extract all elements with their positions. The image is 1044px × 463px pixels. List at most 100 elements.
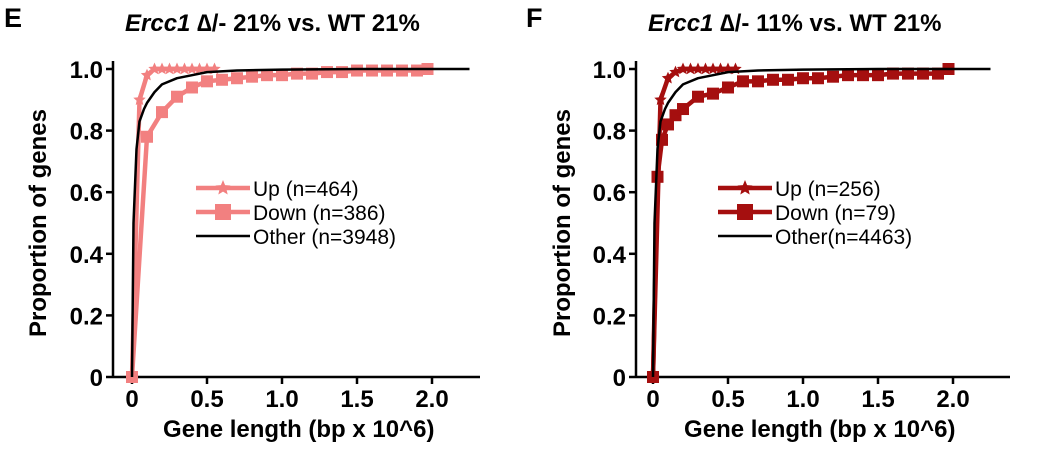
x-tick-label: 0.5 — [711, 386, 744, 413]
legend-label: Other(n=4463) — [775, 226, 912, 249]
title-comparison: ∆/- 11% vs. WT 21% — [713, 10, 941, 37]
y-tick-label: 0.4 — [593, 242, 627, 269]
data-point-square — [246, 70, 258, 83]
chart-panel-f: F Ercc1 ∆/- 11% vs. WT 21% 0 0.2 0.4 0.6 0.8 1.… — [526, 3, 1010, 443]
data-point-square — [321, 66, 333, 79]
data-point-square — [752, 75, 764, 88]
data-point-square — [707, 87, 719, 100]
data-point-star — [714, 62, 727, 75]
data-point-square — [186, 81, 198, 94]
x-tick-label: 1.5 — [340, 386, 373, 413]
data-point-square — [381, 64, 393, 77]
legend-square-icon — [215, 204, 231, 220]
data-point-square — [396, 64, 408, 77]
data-point-star — [170, 62, 184, 75]
data-point-star — [684, 62, 697, 75]
data-point-square — [366, 64, 378, 77]
series-star-0 — [646, 62, 742, 383]
x-axis-label: Gene length (bp x 10^6) — [163, 416, 434, 443]
data-point-square — [201, 75, 213, 88]
data-point-square — [662, 118, 674, 131]
panel-letter: F — [526, 3, 543, 33]
data-point-square — [917, 67, 929, 80]
data-point-star — [163, 62, 176, 75]
data-point-square — [261, 69, 273, 82]
panel-letter: E — [4, 3, 22, 33]
series-none-2 — [651, 67, 991, 378]
y-tick-label: 0.2 — [70, 303, 103, 330]
legend-star-icon — [215, 180, 231, 195]
y-axis-label: Proportion of genes — [549, 109, 576, 337]
data-point-square — [812, 72, 824, 85]
data-point-square — [842, 69, 854, 82]
x-tick-label: 0 — [646, 386, 659, 413]
legend-square-icon — [737, 204, 753, 220]
y-tick-label: 0 — [613, 365, 626, 392]
x-tick-label: 2.0 — [415, 386, 448, 413]
data-point-square — [857, 69, 869, 82]
data-point-square — [692, 90, 704, 103]
data-point-square — [872, 69, 884, 82]
legend-label: Down (n=386) — [253, 202, 386, 225]
y-tick-label: 0.6 — [70, 180, 103, 207]
series-line-other — [651, 67, 991, 378]
data-point-star — [148, 62, 161, 75]
data-point-star — [193, 62, 206, 75]
data-point-star — [691, 62, 705, 75]
series-none-2 — [130, 67, 470, 378]
x-tick-label: 0 — [125, 386, 138, 413]
data-point-square — [932, 67, 944, 80]
chart-title: Ercc1 ∆/- 11% vs. WT 21% — [648, 10, 942, 37]
data-point-square — [737, 75, 749, 88]
data-point-star — [140, 68, 154, 81]
data-point-star — [661, 71, 675, 84]
y-tick-label: 0.4 — [70, 242, 104, 269]
data-point-square — [216, 73, 228, 86]
chart-panel-e: E Ercc1 ∆/- 21% vs. WT 21% 0 0.2 0.4 0.6 0.8 1.… — [4, 3, 480, 443]
legend-label: Other (n=3948) — [253, 226, 396, 249]
x-tick-label: 0.5 — [190, 386, 223, 413]
data-point-square — [782, 73, 794, 86]
series-line-up — [129, 66, 215, 378]
data-point-square — [411, 64, 423, 77]
data-point-star — [155, 62, 169, 75]
x-tick-label: 1.0 — [265, 386, 298, 413]
data-point-square — [767, 73, 779, 86]
y-tick-label: 1.0 — [593, 57, 626, 84]
y-tick-label: 0 — [90, 365, 103, 392]
data-point-square — [156, 106, 168, 119]
x-axis-label: Gene length (bp x 10^6) — [684, 416, 955, 443]
data-point-star — [669, 65, 682, 78]
title-gene-name: Ercc1 — [648, 10, 713, 37]
data-point-square — [351, 64, 363, 77]
data-point-star — [676, 62, 690, 75]
data-point-square — [677, 103, 689, 116]
y-tick-label: 0.8 — [70, 119, 103, 146]
y-axis-label: Proportion of genes — [25, 109, 52, 337]
x-tick-label: 1.0 — [786, 386, 819, 413]
data-point-star — [133, 93, 146, 106]
title-comparison: ∆/- 21% vs. WT 21% — [190, 10, 419, 37]
data-point-star — [654, 93, 667, 106]
data-point-square — [171, 90, 183, 103]
y-tick-label: 1.0 — [70, 57, 103, 84]
data-point-square — [722, 81, 734, 94]
chart-title: Ercc1 ∆/- 21% vs. WT 21% — [125, 10, 420, 37]
data-point-square — [141, 130, 153, 143]
data-point-square — [887, 67, 899, 80]
series-square-1 — [647, 63, 955, 383]
title-gene-name: Ercc1 — [125, 10, 190, 37]
data-point-star — [185, 62, 199, 75]
legend-label: Up (n=464) — [253, 178, 359, 201]
legend: Up (n=464)Down (n=386)Other (n=3948) — [196, 178, 396, 249]
data-point-square — [231, 72, 243, 85]
legend: Up (n=256)Down (n=79)Other(n=4463) — [718, 178, 912, 249]
x-tick-label: 2.0 — [936, 386, 969, 413]
y-tick-label: 0.2 — [593, 303, 626, 330]
data-point-star — [178, 62, 191, 75]
data-point-square — [902, 67, 914, 80]
y-tick-label: 0.8 — [593, 119, 626, 146]
data-point-star — [699, 62, 712, 75]
legend-label: Down (n=79) — [775, 202, 896, 225]
